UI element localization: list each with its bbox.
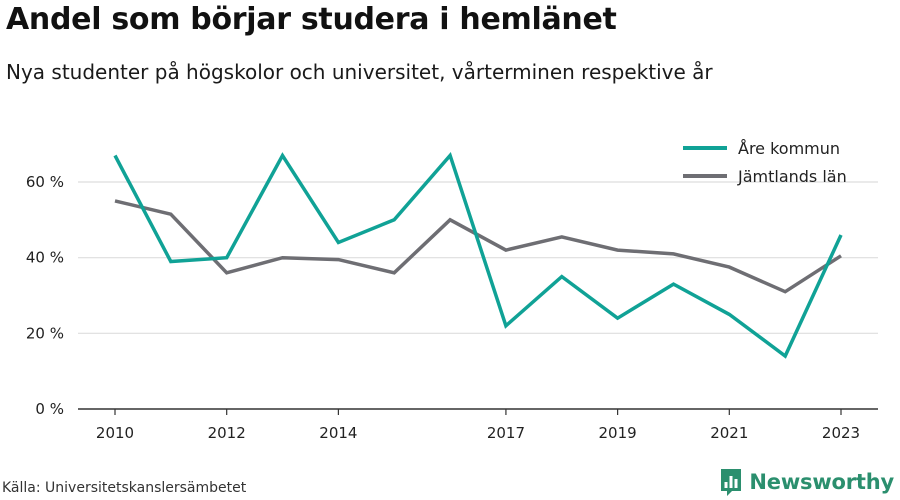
y-tick-label: 40 % [26,249,64,267]
legend-label: Åre kommun [738,139,840,158]
y-tick-label: 60 % [26,173,64,191]
x-tick-label: 2012 [208,424,246,442]
x-axis: 0 % 20 % 40 % 60 % 2010 2012 2014 2017 2019 2021 2… [26,173,878,442]
legend-label: Jämtlands län [737,167,847,186]
x-tick-label: 2010 [96,424,134,442]
x-tick-label: 2017 [487,424,525,442]
y-tick-label: 20 % [26,324,64,342]
gridlines [78,181,878,334]
legend: Åre kommun Jämtlands län [683,139,847,186]
series-line-jamtlands-lan [114,199,842,294]
line-chart: 0 % 20 % 40 % 60 % 2010 2012 2014 2017 2019 2021 2… [26,139,878,442]
series-lines [113,152,843,359]
brand-name: Newsworthy [749,470,894,494]
x-tick-label: 2023 [822,424,860,442]
x-tick-label: 2019 [599,424,637,442]
brand-logo: Newsworthy [719,467,894,497]
series-line-are-kommun [113,152,843,359]
x-tick-label: 2021 [710,424,748,442]
newsworthy-logo-icon [721,469,742,496]
y-tick-label: 0 % [35,400,64,418]
x-tick-label: 2014 [319,424,357,442]
chart-title: Andel som börjar studera i hemlänet [6,2,617,37]
chart-subtitle: Nya studenter på högskolor och universit… [6,60,713,84]
source-note: Källa: Universitetskanslersämbetet [2,480,247,496]
